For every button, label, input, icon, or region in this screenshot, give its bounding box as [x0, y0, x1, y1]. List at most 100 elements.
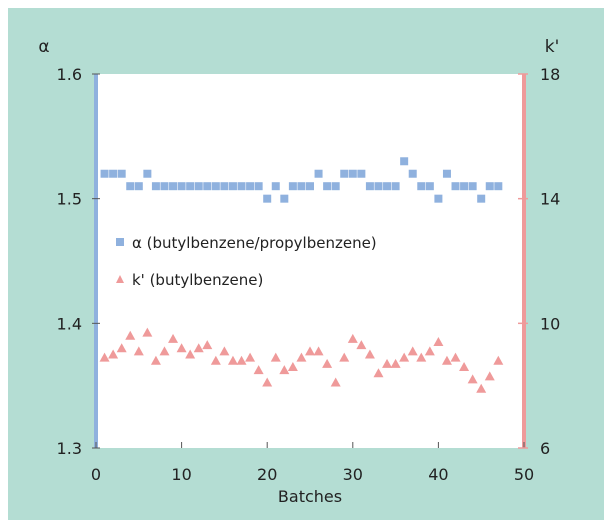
alpha-point: [228, 182, 237, 191]
alpha-point: [340, 169, 349, 178]
x-tick-label: 20: [257, 465, 277, 484]
y-right-axis-label: k': [545, 37, 560, 57]
alpha-point: [143, 169, 152, 178]
y-right-tick-label: 10: [540, 314, 560, 333]
x-tick-label: 0: [91, 465, 101, 484]
legend-marker-k: [116, 275, 124, 283]
alpha-point: [477, 194, 486, 203]
alpha-point: [246, 182, 255, 191]
k-prime-point: [364, 349, 375, 359]
scatter-chart: α k' Batches 0 10 20 30 40 50 1.3 1.4 1.5 1.6 6 10 1…: [38, 37, 561, 506]
k-prime-point: [287, 361, 298, 371]
k-prime-point: [279, 365, 290, 375]
k-prime-point: [305, 346, 315, 356]
k-prime-point: [253, 365, 264, 375]
y-left-tick-label: 1.4: [57, 314, 82, 333]
legend-marker-alpha: [116, 238, 124, 246]
k-prime-point: [424, 346, 435, 356]
y-left-tick-label: 1.6: [57, 65, 82, 84]
y-left-tick-label: 1.5: [57, 190, 82, 209]
alpha-point: [237, 182, 246, 191]
right-axis-line: [522, 74, 526, 448]
chart-panel: α k' Batches 0 10 20 30 40 50 1.3 1.4 1.5 1.6 6 10 1…: [8, 8, 604, 520]
alpha-point: [288, 182, 297, 191]
alpha-point: [160, 182, 169, 191]
alpha-point: [203, 182, 212, 191]
alpha-point: [271, 182, 280, 191]
k-prime-point: [125, 330, 136, 340]
k-prime-point: [373, 368, 384, 378]
k-prime-point: [493, 355, 504, 365]
alpha-point: [254, 182, 263, 191]
k-prime-point: [296, 352, 307, 362]
k-prime-point: [407, 346, 418, 356]
k-prime-point: [382, 358, 393, 368]
alpha-point: [451, 182, 460, 191]
k-prime-point: [433, 337, 444, 347]
x-tick-label: 40: [428, 465, 448, 484]
k-prime-point: [236, 355, 247, 365]
alpha-point: [417, 182, 426, 191]
k-prime-point: [116, 343, 127, 353]
x-tick-label: 10: [171, 465, 191, 484]
alpha-point: [442, 169, 451, 178]
x-axis-label: Batches: [278, 487, 342, 506]
k-prime-point: [219, 346, 230, 356]
alpha-point: [374, 182, 383, 191]
alpha-point: [485, 182, 494, 191]
k-prime-point: [202, 340, 213, 350]
k-prime-point: [193, 343, 204, 353]
k-prime-point: [484, 371, 495, 381]
axis-ticks: 0 10 20 30 40 50 1.3 1.4 1.5 1.6 6 10 14 18: [57, 65, 561, 484]
alpha-point: [314, 169, 323, 178]
alpha-point: [306, 182, 314, 191]
k-prime-point: [185, 349, 196, 359]
legend-label-k: k' (butylbenzene): [132, 271, 263, 289]
alpha-point: [109, 169, 118, 178]
k-prime-point: [322, 358, 333, 368]
alpha-point: [408, 169, 417, 178]
left-axis-line: [94, 74, 98, 448]
k-prime-point: [476, 383, 487, 393]
k-prime-point: [227, 355, 238, 365]
alpha-point: [177, 182, 186, 191]
alpha-point: [348, 169, 357, 178]
alpha-point: [126, 182, 135, 191]
k-prime-point: [441, 355, 452, 365]
alpha-point: [425, 182, 434, 191]
k-prime-point: [270, 352, 281, 362]
alpha-point: [194, 182, 203, 191]
alpha-point: [391, 182, 400, 191]
alpha-point: [169, 182, 178, 191]
x-tick-label: 50: [514, 465, 534, 484]
alpha-point: [400, 157, 409, 166]
k-prime-point: [399, 352, 410, 362]
k-prime-point: [210, 355, 221, 365]
alpha-point: [220, 182, 229, 191]
alpha-point: [460, 182, 469, 191]
alpha-point: [365, 182, 374, 191]
alpha-point: [100, 169, 109, 178]
k-prime-point: [108, 349, 119, 359]
k-prime-point: [159, 346, 170, 356]
k-prime-point: [245, 352, 256, 362]
y-right-tick-label: 14: [540, 190, 560, 209]
k-prime-point: [330, 377, 341, 387]
k-prime-point: [99, 352, 110, 362]
alpha-point: [331, 182, 340, 191]
y-left-tick-label: 1.3: [57, 439, 82, 458]
alpha-point: [297, 182, 306, 191]
legend: α (butylbenzene/propylbenzene) k' (butyl…: [116, 234, 377, 289]
alpha-point: [211, 182, 220, 191]
alpha-point: [468, 182, 477, 191]
data-marks: [99, 157, 504, 393]
alpha-point: [134, 182, 143, 191]
k-prime-point: [133, 346, 144, 356]
alpha-point: [280, 194, 289, 203]
alpha-point: [151, 182, 160, 191]
alpha-point: [117, 169, 126, 178]
alpha-point: [383, 182, 392, 191]
k-prime-point: [356, 340, 367, 350]
k-prime-point: [416, 352, 427, 362]
plot-area: [96, 74, 524, 448]
